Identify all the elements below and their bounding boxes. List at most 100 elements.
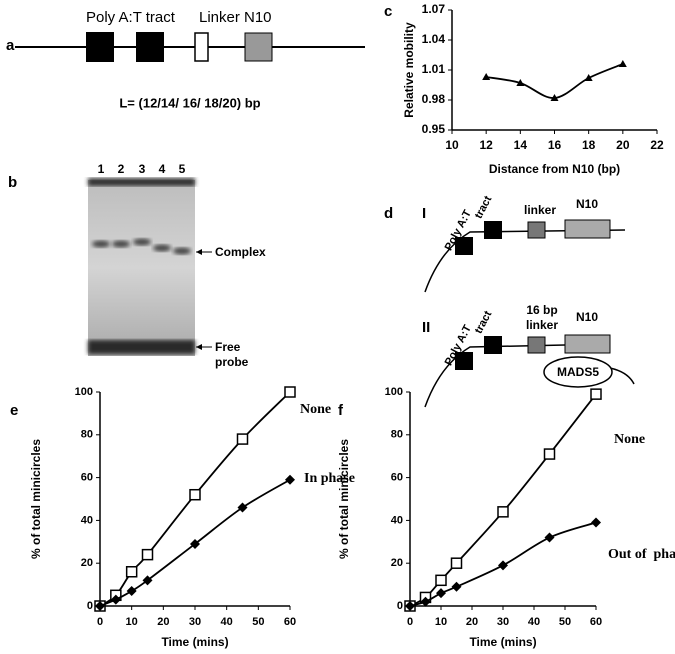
point: [284, 386, 296, 398]
y-tick-label: 1.04: [422, 32, 446, 46]
x-tick-label: 10: [126, 616, 138, 628]
label: MADS5: [557, 365, 599, 379]
x-tick-label: 60: [590, 616, 602, 628]
label: probe: [215, 355, 249, 369]
panel-label: f: [338, 402, 344, 419]
dna-line: [609, 367, 635, 385]
point: [110, 594, 121, 605]
point: [450, 557, 463, 569]
y-tick-label: 0.98: [422, 92, 446, 106]
x-tick-label: 30: [189, 616, 201, 628]
well: [88, 178, 195, 186]
series-label: In phase: [304, 471, 355, 486]
point: [237, 502, 248, 513]
point: [435, 574, 447, 587]
y-tick-label: 20: [391, 557, 403, 569]
lane-label: 4: [159, 162, 166, 176]
linker-box: [194, 32, 209, 62]
x-tick-label: 0: [407, 616, 413, 628]
lane-label: 2: [118, 162, 125, 176]
y-tick-label: 0: [87, 600, 93, 612]
complex-band: [133, 238, 151, 246]
x-axis-label: Distance from N10 (bp): [489, 162, 620, 176]
point: [584, 74, 593, 81]
series-label: Out of phase: [608, 547, 675, 562]
x-tick-label: 0: [97, 616, 103, 628]
x-tick-label: 20: [616, 138, 630, 152]
y-tick-label: 60: [391, 472, 403, 484]
point: [142, 575, 153, 586]
panel-label: c: [384, 3, 392, 20]
point: [420, 596, 431, 607]
point: [497, 506, 509, 518]
x-tick-label: 10: [445, 138, 459, 152]
point: [591, 517, 601, 528]
label: 16 bp: [526, 303, 557, 317]
label: linker: [524, 203, 556, 217]
series-line: [409, 393, 597, 607]
point: [482, 73, 491, 80]
y-tick-label: 100: [75, 386, 93, 398]
point: [285, 474, 295, 485]
y-axis-label: % of total minicircles: [337, 439, 351, 559]
x-tick-label: 20: [466, 616, 478, 628]
n10-box: [564, 219, 611, 239]
point: [190, 538, 200, 549]
label: Free: [215, 340, 241, 354]
at-tract-box: [86, 32, 114, 62]
point: [125, 566, 138, 578]
complex-band: [112, 240, 130, 248]
complex-band: [153, 244, 171, 252]
label: Poly A:T tract: [86, 9, 176, 26]
x-tick-label: 14: [514, 138, 528, 152]
y-tick-label: 0: [397, 600, 403, 612]
y-tick-label: 80: [391, 429, 403, 441]
panel-label: b: [8, 174, 17, 191]
point: [590, 388, 602, 400]
x-tick-label: 16: [548, 138, 562, 152]
y-tick-label: 40: [81, 514, 93, 526]
construct-label: I: [422, 205, 426, 222]
y-tick-label: 0.95: [422, 122, 446, 136]
x-tick-label: 50: [559, 616, 571, 628]
y-tick-label: 80: [81, 429, 93, 441]
label: N10: [576, 310, 598, 324]
label: N10: [576, 197, 598, 211]
linker-box: [527, 336, 546, 354]
x-tick-label: 50: [252, 616, 264, 628]
y-tick-label: 1.07: [422, 2, 446, 16]
series-line: [486, 63, 624, 99]
point: [405, 601, 415, 611]
x-tick-label: 12: [479, 138, 493, 152]
linker-box: [527, 221, 546, 239]
protein: [543, 356, 613, 388]
x-tick-label: 40: [528, 616, 540, 628]
panel-label: e: [10, 402, 18, 419]
at-box: [484, 336, 502, 354]
point: [498, 560, 508, 571]
gel: [88, 180, 195, 356]
y-tick-label: 20: [81, 557, 93, 569]
lane-label: 3: [139, 162, 146, 176]
lane-label: 5: [179, 162, 186, 176]
bands: [92, 238, 191, 255]
y-tick-label: 1.01: [422, 62, 446, 76]
point: [95, 601, 105, 611]
at-tract-box: [136, 32, 164, 62]
point: [126, 586, 137, 597]
x-tick-label: 18: [582, 138, 596, 152]
panel-label: a: [6, 37, 15, 54]
y-tick-label: 100: [385, 386, 403, 398]
panel-label: d: [384, 205, 393, 222]
lane-label: 1: [98, 162, 105, 176]
label: tract: [473, 194, 495, 221]
length-label: L= (12/14/ 16/ 18/20) bp: [119, 95, 260, 110]
dna-line: [424, 229, 626, 293]
point: [618, 60, 627, 67]
x-tick-label: 60: [284, 616, 296, 628]
dna-line: [424, 344, 566, 408]
at-box: [455, 352, 473, 370]
point: [436, 588, 446, 599]
point: [189, 488, 201, 501]
